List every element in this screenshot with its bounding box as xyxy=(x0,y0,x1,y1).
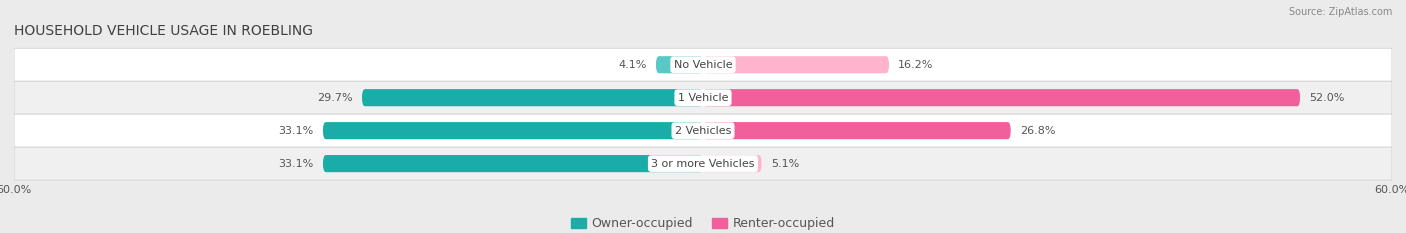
Text: 2 Vehicles: 2 Vehicles xyxy=(675,126,731,136)
FancyBboxPatch shape xyxy=(703,155,762,172)
Text: 3 or more Vehicles: 3 or more Vehicles xyxy=(651,159,755,169)
Text: 33.1%: 33.1% xyxy=(278,159,314,169)
FancyBboxPatch shape xyxy=(657,56,703,73)
Text: 29.7%: 29.7% xyxy=(318,93,353,103)
Text: 5.1%: 5.1% xyxy=(770,159,799,169)
FancyBboxPatch shape xyxy=(703,56,889,73)
FancyBboxPatch shape xyxy=(14,48,1392,81)
FancyBboxPatch shape xyxy=(703,122,1011,139)
FancyBboxPatch shape xyxy=(323,155,703,172)
Text: 16.2%: 16.2% xyxy=(898,60,934,70)
FancyBboxPatch shape xyxy=(361,89,703,106)
Text: No Vehicle: No Vehicle xyxy=(673,60,733,70)
Text: Source: ZipAtlas.com: Source: ZipAtlas.com xyxy=(1288,7,1392,17)
FancyBboxPatch shape xyxy=(14,81,1392,114)
Text: 1 Vehicle: 1 Vehicle xyxy=(678,93,728,103)
Text: HOUSEHOLD VEHICLE USAGE IN ROEBLING: HOUSEHOLD VEHICLE USAGE IN ROEBLING xyxy=(14,24,314,38)
FancyBboxPatch shape xyxy=(703,89,1301,106)
Legend: Owner-occupied, Renter-occupied: Owner-occupied, Renter-occupied xyxy=(565,212,841,233)
FancyBboxPatch shape xyxy=(323,122,703,139)
Text: 52.0%: 52.0% xyxy=(1309,93,1344,103)
Text: 4.1%: 4.1% xyxy=(619,60,647,70)
Text: 33.1%: 33.1% xyxy=(278,126,314,136)
Text: 26.8%: 26.8% xyxy=(1019,126,1056,136)
FancyBboxPatch shape xyxy=(14,147,1392,180)
FancyBboxPatch shape xyxy=(14,114,1392,147)
